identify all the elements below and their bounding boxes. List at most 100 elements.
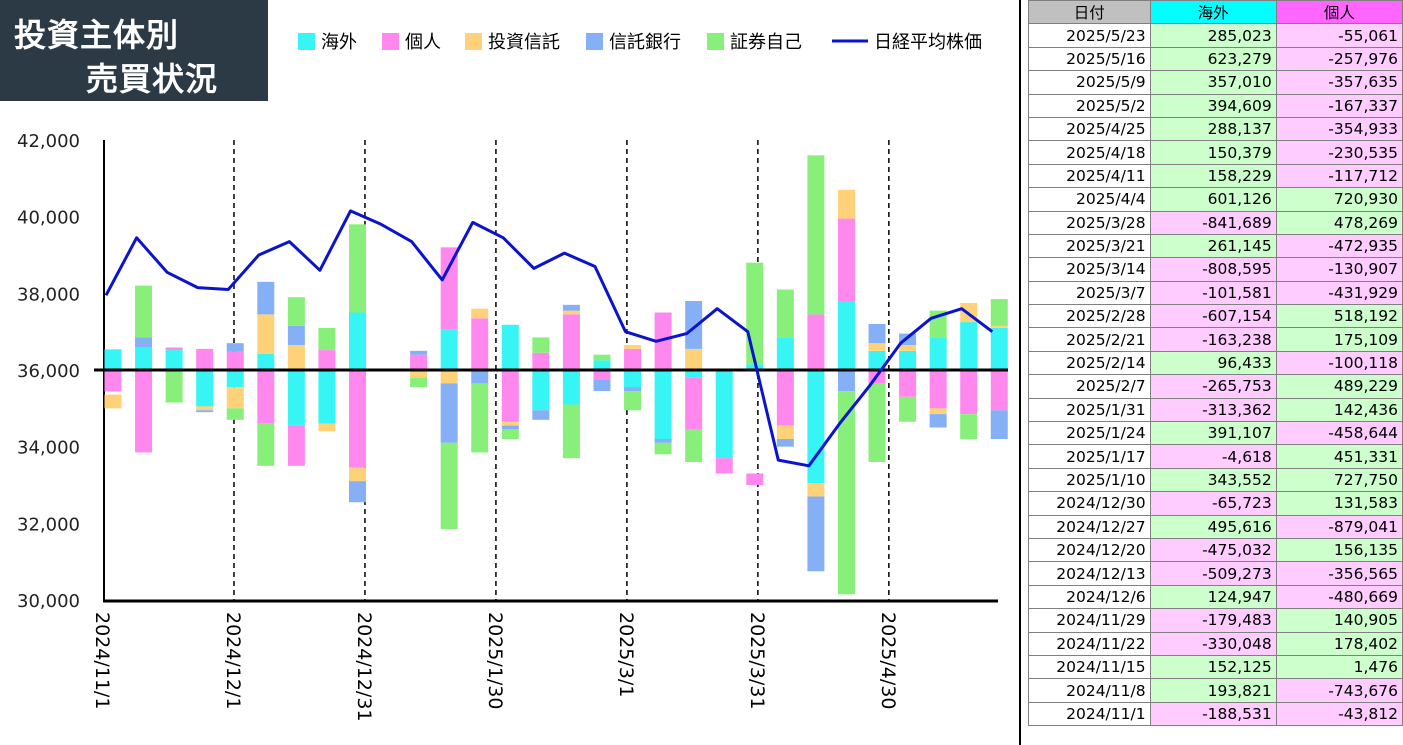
bar-trust-bank — [654, 439, 672, 443]
table-row: 2025/1/17 -4,618 451,331 — [1028, 444, 1403, 469]
x-tick-label: 2024/12/31 — [353, 612, 375, 722]
cell-individual: -458,644 — [1275, 421, 1403, 446]
bar-foreign — [226, 370, 244, 388]
cell-foreign: -163,238 — [1149, 327, 1277, 352]
cell-individual: 142,436 — [1275, 397, 1403, 423]
bar-foreign — [868, 350, 886, 370]
table-row: 2025/2/14 96,433 -100,118 — [1028, 350, 1403, 376]
table-row: 2025/5/9 357,010 -357,635 — [1028, 70, 1403, 95]
cell-date: 2025/2/21 — [1028, 327, 1151, 352]
bar-individual — [440, 247, 458, 330]
table-row: 2025/1/24 391,107 -458,644 — [1028, 421, 1403, 446]
bar-individual — [135, 370, 153, 453]
bar-individual — [532, 352, 550, 370]
bar-individual — [318, 350, 336, 370]
cell-date: 2025/4/18 — [1028, 140, 1151, 165]
bar-foreign — [562, 370, 580, 405]
cell-date: 2025/2/28 — [1028, 304, 1151, 329]
bar-individual — [562, 314, 580, 370]
table-row: 2025/2/28 -607,154 518,192 — [1028, 304, 1403, 329]
cell-individual: -354,933 — [1275, 116, 1403, 142]
bar-securities — [776, 289, 794, 338]
cell-individual: 140,905 — [1275, 608, 1403, 633]
bar-individual — [685, 377, 703, 430]
cell-foreign: -607,154 — [1149, 304, 1277, 329]
cell-foreign: 288,137 — [1149, 116, 1277, 142]
cell-date: 2024/11/1 — [1028, 701, 1151, 727]
x-tick-label: 2024/12/1 — [222, 612, 244, 709]
cell-foreign: 285,023 — [1149, 23, 1277, 48]
bar-trust-bank — [257, 281, 275, 315]
bar-individual — [410, 354, 428, 370]
bar-trust — [685, 348, 703, 370]
bar-trust-bank — [348, 481, 366, 503]
cell-foreign: -179,483 — [1149, 608, 1277, 633]
table-row: 2024/11/1 -188,531 -43,812 — [1028, 701, 1403, 727]
cell-individual: -357,635 — [1275, 70, 1403, 95]
cell-date: 2025/1/31 — [1028, 397, 1151, 423]
bar-foreign — [960, 322, 978, 370]
bar-individual — [287, 425, 305, 466]
cell-individual: -480,669 — [1275, 584, 1403, 610]
table-row: 2025/2/21 -163,238 175,109 — [1028, 327, 1403, 352]
cell-individual: -356,565 — [1275, 561, 1403, 586]
bar-trust — [807, 483, 825, 497]
cell-date: 2024/11/15 — [1028, 654, 1151, 680]
bar-foreign — [899, 350, 917, 370]
y-tick-label: 38,000 — [17, 284, 80, 305]
bar-trust-bank — [440, 383, 458, 443]
legend-label: 投資信託 — [488, 32, 560, 53]
bar-securities — [807, 155, 825, 315]
bar-individual — [929, 370, 947, 409]
table-row: 2025/4/25 288,137 -354,933 — [1028, 116, 1403, 142]
table-row: 2024/12/30 -65,723 131,583 — [1028, 491, 1403, 516]
cell-foreign: -841,689 — [1149, 210, 1277, 235]
bar-individual — [837, 218, 855, 301]
bar-individual — [104, 370, 122, 392]
table-row: 2025/1/10 343,552 727,750 — [1028, 467, 1403, 493]
cell-date: 2025/5/2 — [1028, 93, 1151, 118]
cell-foreign: 152,125 — [1149, 654, 1277, 680]
bar-foreign — [196, 370, 214, 407]
legend-label: 証券自己 — [730, 32, 802, 53]
bar-trust-bank — [562, 304, 580, 311]
bar-trust — [501, 421, 519, 426]
cell-individual: 727,750 — [1275, 467, 1403, 493]
bar-trust-bank — [868, 324, 886, 344]
bar-trust — [990, 325, 1008, 328]
cell-date: 2025/3/21 — [1028, 233, 1151, 259]
title-box: 投資主体別 売買状況 — [0, 0, 268, 101]
bar-individual — [776, 370, 794, 426]
bar-individual — [226, 351, 244, 370]
cell-date: 2024/12/13 — [1028, 561, 1151, 586]
bar-foreign — [501, 324, 519, 370]
cell-foreign: -101,581 — [1149, 280, 1277, 306]
bar-trust — [837, 189, 855, 219]
bar-individual — [899, 370, 917, 397]
bar-trust-bank — [471, 370, 489, 384]
cell-date: 2025/3/14 — [1028, 257, 1151, 282]
bar-individual — [654, 312, 672, 370]
table-row: 2024/12/27 495,616 -879,041 — [1028, 514, 1403, 539]
bar-securities — [135, 285, 153, 338]
bar-individual — [593, 370, 611, 380]
header-individual: 個人 — [1275, 0, 1403, 25]
table-row: 2024/11/8 193,821 -743,676 — [1028, 678, 1403, 703]
legend-swatch — [586, 33, 603, 50]
bar-trust — [410, 370, 428, 378]
cell-foreign: -65,723 — [1149, 491, 1277, 516]
bar-securities — [899, 396, 917, 422]
cell-foreign: 96,433 — [1149, 350, 1277, 376]
cell-date: 2024/12/20 — [1028, 537, 1151, 563]
cell-date: 2025/3/28 — [1028, 210, 1151, 235]
bar-individual — [165, 347, 183, 351]
x-tick-label: 2025/3/31 — [746, 612, 768, 709]
cell-individual: 131,583 — [1275, 491, 1403, 516]
cell-date: 2025/2/7 — [1028, 374, 1151, 399]
bar-individual — [624, 348, 642, 370]
bar-securities — [410, 377, 428, 388]
cell-foreign: -4,618 — [1149, 444, 1277, 469]
bar-individual — [807, 314, 825, 370]
bar-trust — [562, 310, 580, 315]
y-tick-label: 30,000 — [17, 591, 80, 612]
